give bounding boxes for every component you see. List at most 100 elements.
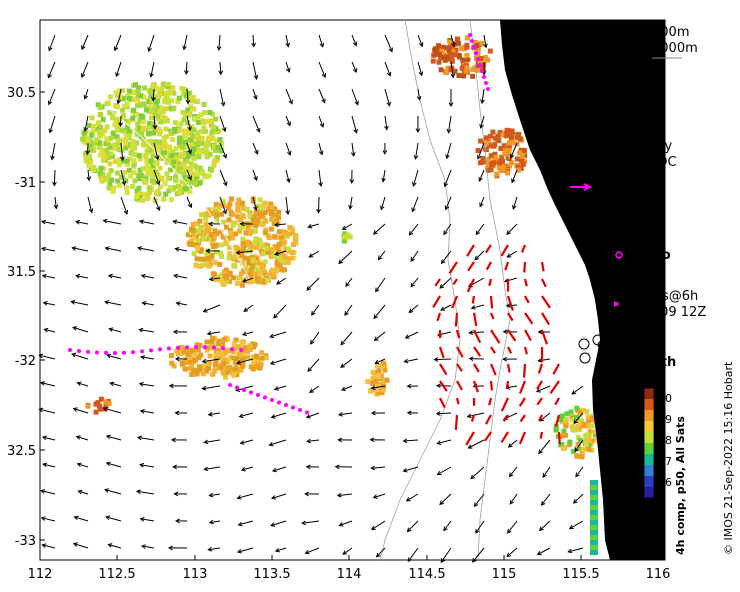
- sst-pixel: [257, 197, 263, 203]
- sst-pixel: [475, 148, 481, 153]
- model-arrowhead: [71, 352, 77, 358]
- sst-pixel: [568, 409, 574, 415]
- sst-pixel: [205, 256, 211, 261]
- sst-pixel: [341, 238, 347, 244]
- sst-pixel: [281, 253, 287, 259]
- model-arrow: [54, 196, 57, 209]
- model-arrow: [77, 463, 89, 468]
- model-arrow: [243, 304, 254, 312]
- model-arrow: [40, 490, 56, 495]
- model-arrowhead: [316, 208, 321, 214]
- sst-pixel: [137, 125, 143, 131]
- sst-pixel: [170, 184, 176, 190]
- sst-pixel: [262, 259, 268, 265]
- sst-pixel: [115, 138, 121, 144]
- sst-pixel: [281, 260, 287, 266]
- sst-pixel: [115, 120, 121, 125]
- model-arrow: [84, 115, 89, 132]
- sst-pixel: [262, 242, 268, 248]
- sst-pixel: [168, 105, 174, 111]
- model-arrowhead: [470, 474, 476, 480]
- sst-pixel: [106, 401, 112, 406]
- model-arrow: [510, 142, 518, 159]
- model-arrow: [479, 196, 485, 207]
- sst-pixel: [249, 263, 255, 269]
- sst-pixel: [109, 177, 115, 183]
- model-arrow: [285, 142, 291, 156]
- sst-pixel: [220, 356, 226, 362]
- sst-pixel: [518, 147, 524, 153]
- sst-pixel: [114, 170, 120, 176]
- sst-pixel: [188, 137, 194, 143]
- model-arrow: [153, 169, 160, 185]
- sst-pixel: [112, 121, 118, 127]
- sst-pixel: [89, 115, 95, 121]
- model-arrowhead: [72, 407, 78, 412]
- model-arrowhead: [443, 230, 448, 236]
- model-arrow: [374, 331, 386, 341]
- sst-pixel: [190, 98, 195, 104]
- sst-pixel: [226, 356, 232, 362]
- sst-pixel: [215, 341, 221, 347]
- sst-pixel: [172, 129, 178, 135]
- hf-arrow: [466, 244, 475, 257]
- sst-pixel: [206, 212, 212, 218]
- hf-arrow: [489, 295, 494, 309]
- sst-pixel: [585, 432, 591, 438]
- sst-pixel: [241, 205, 247, 211]
- model-arrow: [153, 142, 159, 160]
- x-tick-label: 114: [337, 567, 362, 582]
- sst-pixel: [251, 214, 257, 220]
- hf-arrow: [506, 295, 514, 311]
- model-arrow: [87, 196, 93, 213]
- model-arrowhead: [271, 495, 277, 500]
- model-arrowhead: [480, 99, 485, 105]
- sst-pixel: [202, 211, 208, 217]
- sst-pixel: [559, 441, 565, 447]
- sst-pixel: [199, 141, 205, 147]
- model-arrow: [219, 169, 227, 186]
- model-arrow: [384, 115, 388, 130]
- sst-pixel: [232, 345, 238, 351]
- model-arrow: [371, 466, 386, 469]
- model-arrow: [110, 382, 122, 387]
- sst-pixel: [374, 363, 380, 369]
- y-tick-label: 32.5: [7, 444, 36, 459]
- model-arrowhead: [370, 385, 376, 391]
- sst-pixel: [189, 226, 194, 232]
- model-arrow: [73, 543, 89, 549]
- hf-arrow: [523, 346, 528, 355]
- sst-pixel: [519, 153, 525, 159]
- model-arrowhead: [123, 209, 129, 215]
- model-arrowhead: [184, 70, 189, 76]
- model-arrow: [403, 439, 419, 442]
- model-arrow: [204, 466, 221, 470]
- model-arrowhead: [139, 517, 145, 522]
- model-arrow: [337, 493, 353, 497]
- sst-pixel: [156, 191, 162, 197]
- nrt-time: 18-Sep 06:00Z: [544, 97, 640, 112]
- model-arrow: [439, 493, 452, 505]
- sst-pixel: [181, 152, 187, 158]
- sst-pixel: [582, 421, 588, 427]
- model-arrow: [506, 223, 518, 235]
- sst-pixel: [435, 43, 441, 49]
- model-arrow: [106, 435, 122, 441]
- sst-pixel: [152, 94, 158, 100]
- sst-pixel: [509, 128, 515, 134]
- model-arrowhead: [352, 68, 358, 74]
- sst-pixel: [233, 366, 239, 372]
- model-arrow: [411, 196, 419, 212]
- sst-pixel: [156, 91, 162, 97]
- sst-pixel: [209, 256, 215, 262]
- drifter-point: [212, 345, 216, 350]
- sst-pixel: [189, 238, 194, 244]
- sst-pixel: [165, 117, 170, 123]
- sst-pixel: [104, 147, 110, 153]
- sst-pixel: [128, 173, 134, 179]
- sst-pixel: [282, 267, 287, 273]
- sst-pixel: [186, 90, 192, 96]
- sst-pixel: [134, 193, 140, 199]
- model-arrow: [274, 250, 287, 256]
